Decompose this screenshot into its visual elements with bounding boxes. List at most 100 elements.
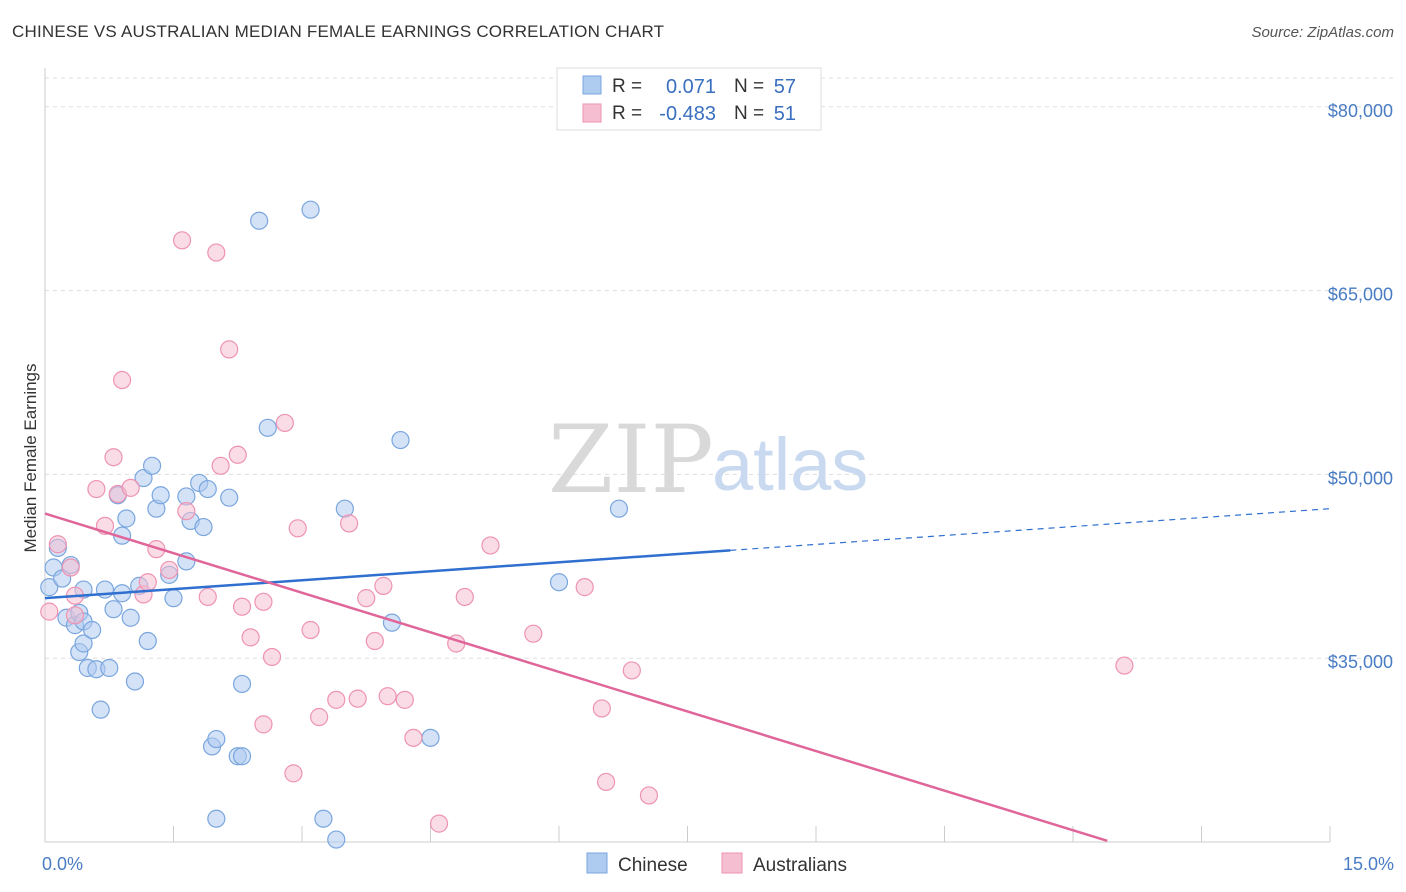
chinese-point-18 xyxy=(104,600,123,619)
trend-line-chinese-extension xyxy=(730,508,1331,551)
australians-point-48 xyxy=(597,772,616,792)
chinese-point-13 xyxy=(83,620,102,640)
y-tick-label-3: $80,000 xyxy=(1328,101,1393,121)
trend-line-australians xyxy=(44,512,1108,842)
australians-point-20 xyxy=(220,340,239,359)
australians-point-9 xyxy=(112,370,132,390)
bottom-legend-label-australians: Australians xyxy=(753,855,847,876)
trend-lines xyxy=(44,508,1331,842)
watermark-atlas: atlas xyxy=(712,423,868,506)
chinese-point-0 xyxy=(40,578,59,597)
australians-point-14 xyxy=(160,560,179,580)
australians-point-22 xyxy=(232,597,252,616)
australians-point-23 xyxy=(241,628,260,647)
australians-point-21 xyxy=(228,445,247,464)
australians-point-47 xyxy=(592,699,611,718)
bottom-legend-swatch-australians xyxy=(721,852,743,874)
australians-point-7 xyxy=(104,448,123,467)
australians-point-31 xyxy=(310,707,329,727)
australians-point-16 xyxy=(177,502,196,521)
australians-point-26 xyxy=(262,647,282,667)
y-tick-labels: $35,000 $50,000 $65,000 $80,000 xyxy=(1328,101,1393,672)
trend-line-chinese xyxy=(44,549,731,600)
australians-point-1 xyxy=(48,535,67,554)
australians-point-19 xyxy=(211,456,230,475)
chinese-point-23 xyxy=(121,608,140,627)
legend-r-value-2: -0.483 xyxy=(659,103,716,125)
chinese-point-53 xyxy=(391,430,410,450)
bottom-legend-swatch-chinese xyxy=(586,852,608,874)
chinese-point-11 xyxy=(74,634,93,653)
australians-point-32 xyxy=(327,690,346,709)
australians-point-2 xyxy=(61,558,80,577)
chinese-point-41 xyxy=(207,809,226,828)
chinese-point-32 xyxy=(164,589,183,608)
chinese-point-46 xyxy=(250,211,269,230)
legend-r-label-2: R = xyxy=(612,103,642,124)
legend-n-label-2: N = xyxy=(734,103,764,124)
chinese-point-40 xyxy=(207,729,226,749)
australians-point-15 xyxy=(172,231,192,250)
chinese-point-44 xyxy=(232,747,252,766)
chinese-point-50 xyxy=(327,830,346,849)
chinese-point-28 xyxy=(142,456,162,475)
legend-r-label-1: R = xyxy=(612,76,642,97)
australians-point-12 xyxy=(138,573,157,592)
chinese-point-17 xyxy=(100,658,119,678)
chinese-point-48 xyxy=(301,200,320,219)
australians-point-5 xyxy=(87,479,106,499)
legend-r-value-1: 0.071 xyxy=(666,76,716,98)
chinese-point-45 xyxy=(232,674,252,694)
y-tick-label-0: $35,000 xyxy=(1328,652,1393,672)
y-tick-label-1: $50,000 xyxy=(1328,468,1393,488)
australians-point-40 xyxy=(404,728,423,747)
australians-point-0 xyxy=(40,602,59,621)
source-credit: Source: ZipAtlas.com xyxy=(1251,24,1394,41)
legend-swatch-chinese xyxy=(582,75,602,95)
chinese-point-56 xyxy=(609,499,629,518)
chinese-point-55 xyxy=(549,573,569,592)
legend-n-label-1: N = xyxy=(734,76,764,97)
chinese-point-30 xyxy=(151,486,170,505)
australians-point-51 xyxy=(1115,656,1134,675)
series-australians-points xyxy=(40,231,1134,833)
legend-n-value-2: 51 xyxy=(774,103,796,125)
chinese-point-49 xyxy=(314,809,333,828)
australians-point-38 xyxy=(378,687,397,706)
australians-point-3 xyxy=(65,606,85,625)
x-tick-label-0: 0.0% xyxy=(42,854,83,874)
australians-point-10 xyxy=(121,478,140,497)
australians-point-34 xyxy=(348,689,367,708)
series-chinese-points xyxy=(40,200,629,849)
y-axis-label: Median Female Earnings xyxy=(21,364,40,553)
watermark: ZIP atlas xyxy=(548,406,868,515)
australians-point-24 xyxy=(254,592,273,611)
correlation-legend: R = 0.071 N = 57 R = -0.483 N = 51 xyxy=(556,67,822,131)
australians-point-35 xyxy=(357,589,376,608)
australians-point-44 xyxy=(481,536,500,555)
watermark-zip: ZIP xyxy=(548,406,714,515)
australians-point-37 xyxy=(374,576,393,595)
chinese-point-47 xyxy=(258,418,277,437)
legend-swatch-australians xyxy=(582,103,602,123)
australians-point-45 xyxy=(524,624,543,643)
australians-point-17 xyxy=(198,587,217,607)
chinese-point-22 xyxy=(117,509,136,528)
australians-point-46 xyxy=(575,578,594,597)
australians-point-25 xyxy=(254,715,273,734)
australians-point-43 xyxy=(455,587,474,607)
grid-lines xyxy=(45,77,1394,659)
chinese-point-54 xyxy=(421,728,440,747)
x-tick-label-1: 15.0% xyxy=(1343,854,1394,874)
x-tick-labels: 0.0% 15.0% xyxy=(42,854,1394,874)
chinese-point-24 xyxy=(125,672,145,691)
chinese-point-27 xyxy=(138,631,157,651)
chinese-point-15 xyxy=(91,700,110,719)
australians-point-27 xyxy=(275,413,294,433)
series-legend: Chinese Australians xyxy=(586,852,847,876)
australians-point-36 xyxy=(365,631,384,651)
chinese-point-38 xyxy=(198,479,217,499)
australians-point-49 xyxy=(622,661,641,680)
y-tick-label-2: $65,000 xyxy=(1328,285,1393,305)
